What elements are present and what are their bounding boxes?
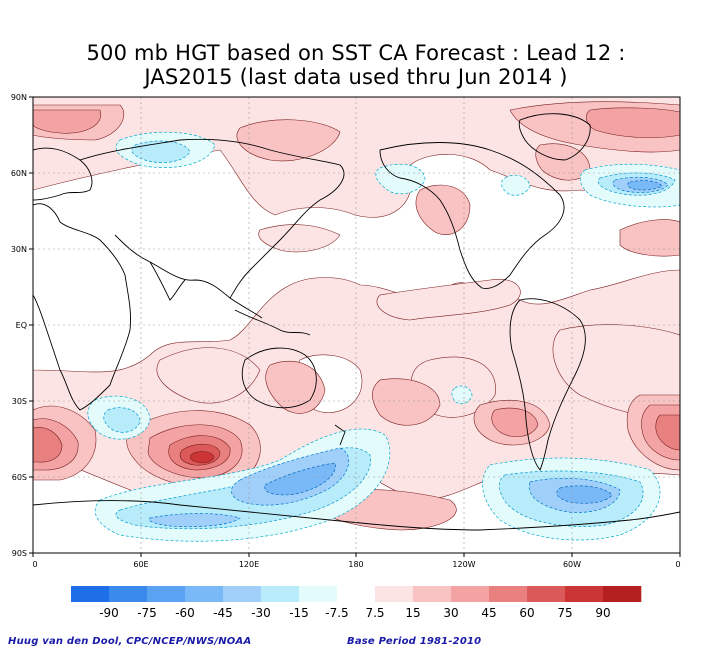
legend-swatch [565, 586, 604, 602]
legend-swatch [413, 586, 452, 602]
legend-label: 90 [595, 606, 610, 620]
legend-swatch [603, 586, 642, 602]
legend-label: 30 [443, 606, 458, 620]
legend-label: -75 [137, 606, 157, 620]
lon-label-120e: 120E [239, 560, 259, 569]
title-line-1: 500 mb HGT based on SST CA Forecast : Le… [86, 41, 626, 65]
lat-label-60n: 60N [11, 169, 27, 178]
lat-label-30n: 30N [11, 245, 27, 254]
lat-label-90n: 90N [11, 93, 27, 102]
legend-swatch [223, 586, 262, 602]
lon-label-60w: 60W [563, 560, 581, 569]
legend-swatch [375, 586, 414, 602]
legend-swatch [451, 586, 490, 602]
positive-cores [33, 414, 680, 471]
legend-swatch [337, 586, 376, 602]
lat-label-eq: EQ [16, 321, 27, 330]
legend-swatch [147, 586, 186, 602]
negative-patches-45 [264, 180, 663, 504]
legend-label: 45 [481, 606, 496, 620]
lon-label-0-left: 0 [32, 560, 37, 569]
credit-author: Huug van den Dool, CPC/NCEP/NWS/NOAA [8, 636, 252, 647]
legend-label: -60 [175, 606, 195, 620]
lat-label-90s: 90S [12, 549, 27, 558]
legend-label: -90 [99, 606, 119, 620]
lon-label-60e: 60E [133, 560, 148, 569]
tick-marks [29, 96, 681, 557]
legend-label: -15 [289, 606, 309, 620]
lon-label-180: 180 [348, 560, 363, 569]
lat-label-60s: 60S [12, 473, 27, 482]
title-line-2: JAS2015 (last data used thru Jun 2014 ) [144, 65, 568, 89]
legend-swatch [109, 586, 148, 602]
lat-label-30s: 30S [12, 397, 27, 406]
legend-swatch [261, 586, 300, 602]
continent-outlines [33, 113, 680, 531]
legend-swatch [185, 586, 224, 602]
legend-label: -45 [213, 606, 233, 620]
legend-label: -7.5 [325, 606, 348, 620]
credit-base-period: Base Period 1981-2010 [347, 636, 482, 647]
legend-label: 75 [557, 606, 572, 620]
legend-swatch [489, 586, 528, 602]
legend-label: 60 [519, 606, 534, 620]
legend-label: -30 [251, 606, 271, 620]
grid-lines [33, 97, 680, 553]
map-plot-area [33, 97, 680, 553]
legend-swatch [299, 586, 338, 602]
lon-label-120w: 120W [452, 560, 475, 569]
lon-label-0-right: 0 [675, 560, 680, 569]
legend-label: 7.5 [365, 606, 384, 620]
legend-label: 15 [405, 606, 420, 620]
legend-labels: -90 -75 -60 -45 -30 -15 -7.5 7.5 15 30 45 60 75 90 [99, 606, 610, 620]
legend-color-bar [71, 586, 642, 602]
legend-swatch [527, 586, 566, 602]
legend-swatch [71, 586, 110, 602]
